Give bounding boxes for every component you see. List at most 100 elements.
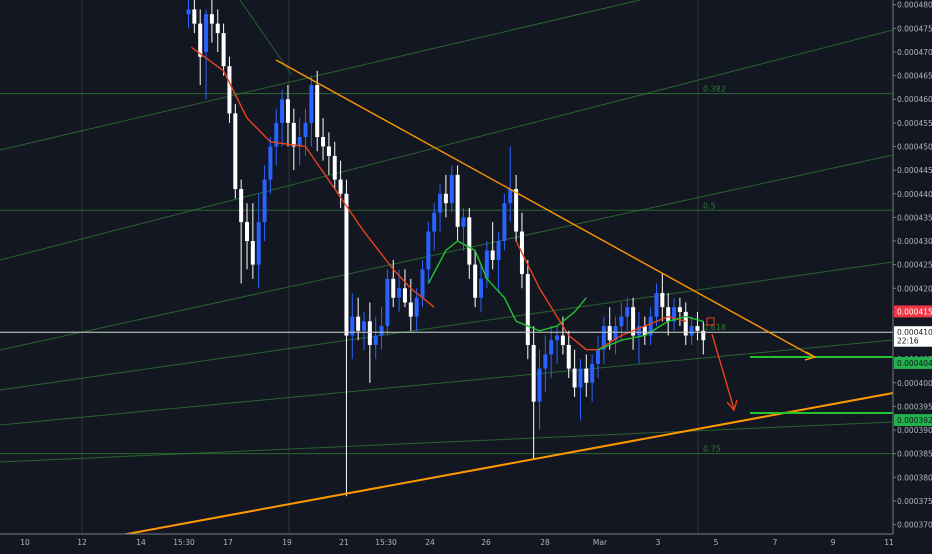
candle-body [309,85,314,123]
time-tick-label: 28 [540,538,550,547]
candle-body [321,137,326,147]
time-axis[interactable]: 10 12 14 15:30 17 19 21 15:30 24 26 28 Mar 3 5 7 9 11 [0,533,932,550]
candle-body [648,316,653,336]
candle-body [496,241,501,260]
fib-fan-line [0,0,641,151]
candle-body [350,316,355,336]
candle-body [344,193,349,336]
candle-body [443,193,448,204]
candle-body [280,99,285,123]
candle-body [438,193,443,213]
candle-body [192,9,197,24]
drawing-handle [706,317,715,326]
candle-body [397,288,402,298]
ma-line-down [515,240,686,351]
time-tick-label: 21 [339,538,349,547]
time-tick-label: 24 [425,538,435,547]
projection-arrowhead [726,399,738,412]
candle-body [654,292,659,317]
candle-body [701,330,706,341]
time-axis-bg [0,534,932,550]
time-tick-label: 12 [77,538,87,547]
time-tick-label: 15:30 [375,538,397,547]
candle-body [584,368,589,383]
grid [81,0,699,534]
candle-body [566,344,571,369]
candle-body [426,231,431,270]
price-label-bg [894,356,932,369]
candle-body [303,122,308,138]
candle-body [221,33,226,67]
candle-body [268,146,273,180]
candle-body [209,14,214,24]
fib-fan-line [0,29,894,261]
candle-body [385,278,390,327]
candle-body [490,250,495,260]
candle-body [233,113,238,190]
fib-fan-line [0,339,894,426]
candle-body [227,66,232,114]
projection-arrow [711,333,735,410]
candle-body [291,122,296,147]
candle-body [590,363,595,383]
candle-body [245,222,249,242]
candle-body [373,335,378,345]
candle-body [186,9,191,15]
fib-level-label: 0.5 [703,201,716,210]
price-label: 0.0004042 [897,359,932,368]
candle-body [408,302,413,317]
drawings [0,59,894,551]
candle-body [677,307,682,312]
indicators [190,46,704,351]
fib-fan-line [0,421,894,463]
candle-body [256,222,261,265]
time-tick-label: 9 [831,538,836,547]
candle-body [631,307,636,336]
candle-body [338,179,343,194]
candle-body [332,155,337,180]
candle-body [467,217,472,265]
candle-body [473,264,478,298]
ma-line-down [190,46,435,308]
candle-body [560,335,565,345]
candle-body [215,23,220,34]
candle-body [461,217,466,227]
time-tick-label: 11 [884,538,894,547]
time-tick-label: 3 [656,538,661,547]
candle-body [262,179,267,223]
fib-fan-line [0,154,894,351]
ma-line-up [427,240,587,332]
candles [186,0,706,497]
candle-body [672,307,677,322]
candle-body [367,321,372,345]
candle-body [636,326,641,336]
candle-body [666,307,671,322]
descending-trendline [275,59,815,358]
candle-body [198,23,203,57]
fib-level-label: 0.382 [703,85,726,94]
candle-body [432,212,437,232]
candle-body [479,278,483,298]
candle-body [607,326,612,341]
time-tick-label: 10 [20,538,30,547]
candle-body [525,274,530,345]
ma-line-up [597,315,704,351]
candle-body [689,326,694,336]
price-label-bg [894,414,932,427]
arrowhead [804,351,817,361]
price-axis-bg [893,0,932,550]
candle-body [239,189,244,223]
time-tick-label: 7 [773,538,778,547]
